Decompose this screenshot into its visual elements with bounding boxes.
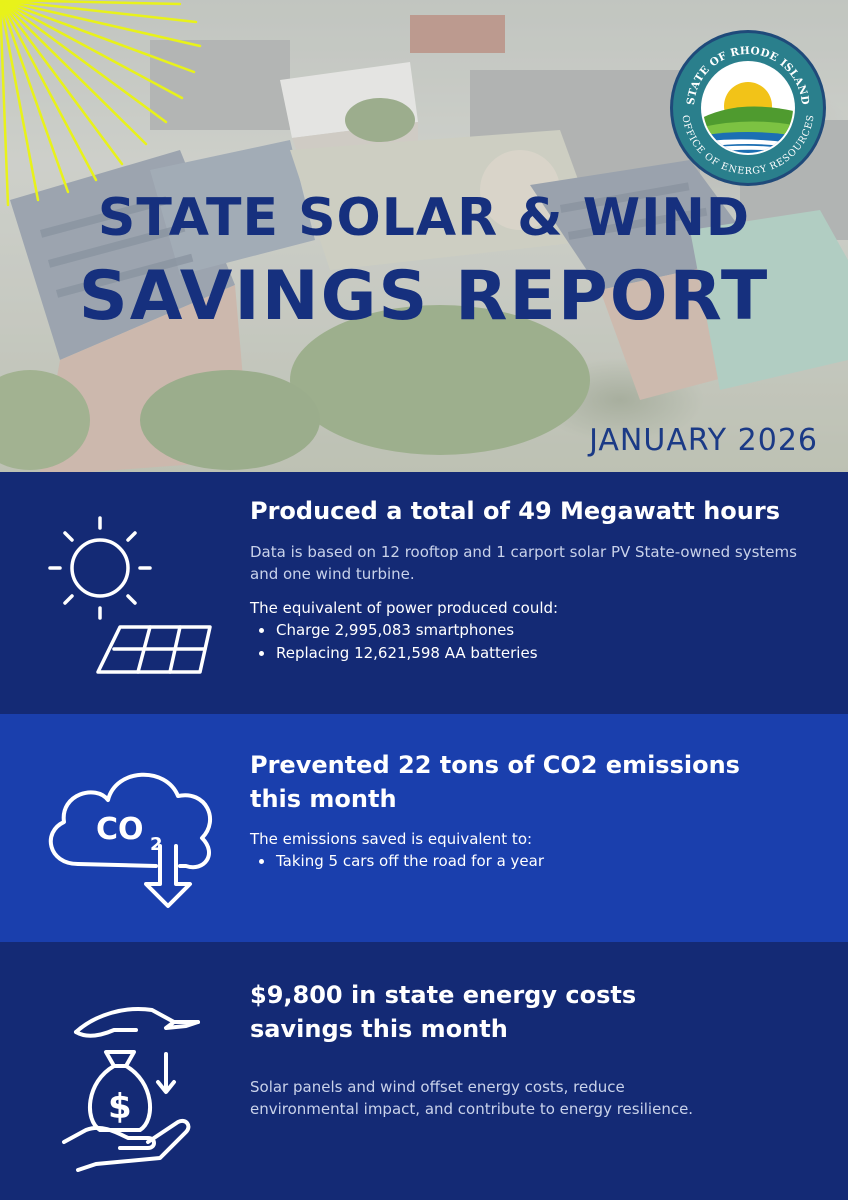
report-title-line1: STATE SOLAR & WIND [97, 188, 751, 248]
list-item: Charge 2,995,083 smartphones [250, 619, 810, 642]
state-seal-logo: STATE OF RHODE ISLAND OFFICE OF ENERGY R… [668, 28, 828, 188]
energy-produced-section: Produced a total of 49 Megawatt hours Da… [0, 472, 848, 714]
section1-bullet-list: Charge 2,995,083 smartphones Replacing 1… [250, 619, 810, 665]
co2-prevented-section: CO 2 Prevented 22 tons of CO2 emissions … [0, 714, 848, 942]
list-item: Replacing 12,621,598 AA batteries [250, 642, 810, 665]
section1-description: Data is based on 12 rooftop and 1 carpor… [250, 543, 797, 583]
co2-cloud-icon: CO 2 [48, 772, 213, 908]
section1-heading: Produced a total of 49 Megawatt hours [250, 497, 781, 525]
list-item: Taking 5 cars off the road for a year [250, 850, 810, 873]
section2-heading: Prevented 22 tons of CO2 emissions this … [250, 751, 740, 813]
section1-lead: The equivalent of power produced could: [250, 599, 559, 617]
section3-description: Solar panels and wind offset energy cost… [250, 1078, 694, 1118]
section2-lead: The emissions saved is equivalent to: [250, 830, 533, 848]
svg-text:CO: CO [96, 812, 144, 847]
aerial-campus-photo [0, 15, 848, 472]
svg-text:2: 2 [150, 834, 163, 855]
report-date: JANUARY 2026 [589, 423, 818, 458]
money-bag-hands-icon: $ [62, 1007, 200, 1172]
sun-rays-graphic [0, 0, 202, 207]
cost-savings-section: $ $9,800 in state energy costs savings t… [0, 942, 848, 1200]
section3-heading: $9,800 in state energy costs savings thi… [250, 981, 637, 1043]
sun-solar-panel-icon [48, 516, 212, 674]
report-title-line2: SAVINGS REPORT [78, 257, 770, 336]
svg-text:$: $ [108, 1087, 132, 1127]
section2-bullet-list: Taking 5 cars off the road for a year [250, 850, 810, 873]
hero-banner: STATE OF RHODE ISLAND OFFICE OF ENERGY R… [0, 0, 848, 472]
